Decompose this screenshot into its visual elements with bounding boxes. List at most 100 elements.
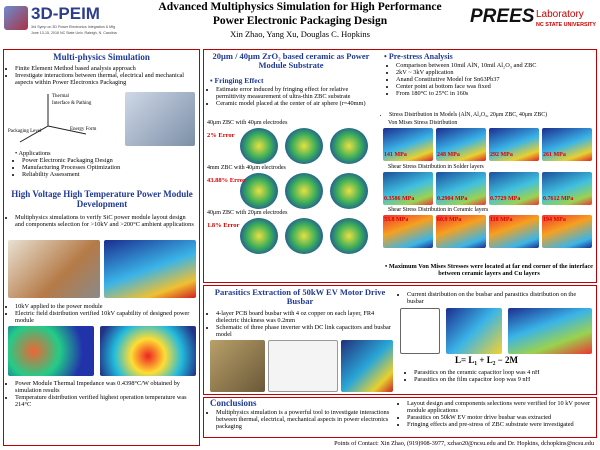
image (125, 92, 195, 146)
stress-label: 60.9 MPa (437, 217, 462, 223)
bullet: Ceramic model placed at the center of ai… (216, 100, 375, 107)
image (240, 173, 278, 209)
bullet-list: Power Module Thermal Impedance was 0.439… (6, 380, 196, 408)
subheading: • Fringing Effect (210, 76, 264, 85)
bullet-list: Current distribution on the busbar and p… (398, 291, 594, 305)
group-title: Von Mises Stress Distribution (388, 120, 458, 126)
group-title: Shear Stress Distribution in Ceramic lay… (388, 207, 489, 213)
bullet-list: Multiphysics simulations to verify SiC p… (6, 214, 196, 228)
bullet-list: Layout design and components selections … (398, 400, 595, 428)
bullet: Parasitics on the film capacitor loop wa… (414, 376, 594, 383)
section-heading: Multi-physics Simulation (53, 52, 150, 62)
section-heading: 20μm / 40μm ZrO₂ based ceramic as Power … (212, 51, 370, 71)
diagram-label: Thermal (52, 94, 70, 99)
group-title: Shear Stress Distribution in Solder laye… (388, 164, 484, 170)
applications: • Applications Power Electronic Packagin… (6, 150, 120, 178)
authors: Xin Zhao, Yang Xu, Douglas C. Hopkins (230, 28, 370, 39)
image (436, 172, 486, 205)
image (240, 128, 278, 164)
bullet: Stress Distribution in Models (AlN, Al₂O… (389, 112, 595, 118)
bullet-list: Multiphysics simulation is a powerful to… (207, 409, 395, 430)
image (285, 173, 323, 209)
logo-icon (4, 6, 28, 30)
image (489, 215, 539, 248)
image (542, 215, 592, 248)
caption: 4mm ZBC with 40μm electrodes (207, 165, 286, 171)
caption: 40μm ZBC with 20μm electrodes (207, 210, 288, 216)
bullet: Temperature distribution verified highes… (15, 394, 196, 408)
bullet: Anand Constitutive Model for Sn63Pb37 (396, 76, 595, 83)
footer: Points of Contact: Xin Zhao, (919)908-39… (334, 440, 594, 447)
stress-label: 248 MPa (437, 152, 460, 158)
bullet-list: Estimate error induced by fringing effec… (207, 86, 375, 107)
image (446, 308, 502, 354)
conclusions-panel (203, 397, 597, 438)
image (104, 240, 196, 298)
diagram-label: Interface & Pathing (52, 101, 92, 106)
bullet: Fringing effects and pre-stress of ZBC s… (407, 421, 595, 428)
bullet: Reliability Assessment (22, 171, 120, 178)
image (240, 218, 278, 254)
stress-label: 0.2904 MPa (437, 196, 468, 202)
caption: 40μm ZBC with 40μm electrodes (207, 120, 288, 126)
bullet-list: Finite Element Method based analysis app… (6, 65, 196, 86)
subheading: • Pre-stress Analysis (384, 52, 453, 61)
bullet: Multiphysics simulation is a powerful to… (216, 409, 395, 430)
bullet: Investigate interactions between thermal… (15, 72, 196, 86)
stress-label: 0.7729 MPa (490, 196, 521, 202)
stress-label: 292 MPa (490, 152, 513, 158)
logo-name: 3D-PEIM (31, 4, 100, 23)
image (508, 308, 592, 354)
image (383, 215, 433, 248)
bullet: 10kV applied to the power module (15, 303, 196, 310)
image (330, 173, 368, 209)
stress-label: 261 MPa (543, 152, 566, 158)
section-heading: Conclusions (210, 398, 257, 408)
stress-label: 118 MPa (490, 217, 513, 223)
bullet: • Applications (15, 150, 51, 157)
bullet: 2kV ~ 3kV application (396, 69, 595, 76)
bullet: Schematic of three phase inverter with D… (216, 324, 392, 338)
logo-name: PREES (470, 6, 535, 27)
bullet-list: Stress Distribution in Models (AlN, Al₂O… (380, 112, 595, 118)
image (210, 340, 265, 392)
summary: • Maximum Von Mises Stresses were locate… (385, 263, 593, 278)
image (542, 172, 592, 205)
bullet-list: Comparison between 10mil AlN, 10mil Al₂O… (380, 62, 595, 97)
logo-lab: Laboratory (536, 9, 584, 20)
error-label: 43.88% Error (207, 177, 246, 184)
bullet-list: 10kV applied to the power moduleElectric… (6, 303, 196, 324)
diagram: Thermal Interface & Pathing Packaging Le… (8, 94, 97, 143)
text: Maximum Von Mises Stresses were located … (388, 263, 593, 278)
image (330, 128, 368, 164)
image (489, 128, 539, 161)
image (268, 340, 338, 392)
stress-label: 141 MPa (384, 152, 407, 158)
image (341, 340, 393, 392)
image (400, 308, 440, 354)
stress-label: 0.7612 MPa (543, 196, 574, 202)
section-heading: Parasitics Extraction of 50kW EV Motor D… (214, 287, 386, 307)
bullet: Layout design and components selections … (407, 400, 595, 414)
image (489, 172, 539, 205)
logo-university: NC STATE UNIVERSITY (536, 22, 596, 28)
diagram-label: Packaging Level (8, 129, 42, 134)
formula: L= L₁ + L₂ − 2M (455, 355, 519, 365)
image (330, 218, 368, 254)
bullet: Manufacturing Processes Optimization (22, 164, 120, 171)
bullet: Estimate error induced by fringing effec… (216, 86, 375, 100)
text: Applications (18, 150, 51, 157)
image (100, 326, 196, 376)
bullet-list: Power Electronic Packaging DesignManufac… (6, 157, 120, 178)
logo-line: 3rd Symp on 3D Power Electronics Integra… (31, 25, 116, 29)
error-label: 2% Error (207, 132, 235, 139)
title-line: Power Electronic Packaging Design (212, 14, 388, 27)
error-label: 1.8% Error (207, 222, 240, 229)
bullet-list: 4-layer PCB board busbar with 4 oz coppe… (207, 310, 392, 338)
left-panel (3, 49, 200, 446)
title-line: Advanced Multiphysics Simulation for Hig… (158, 1, 442, 13)
logo-left: 3D-PEIM 3rd Symp on 3D Power Electronics… (4, 2, 124, 46)
stress-label: 194 MPa (543, 217, 566, 223)
image (436, 215, 486, 248)
